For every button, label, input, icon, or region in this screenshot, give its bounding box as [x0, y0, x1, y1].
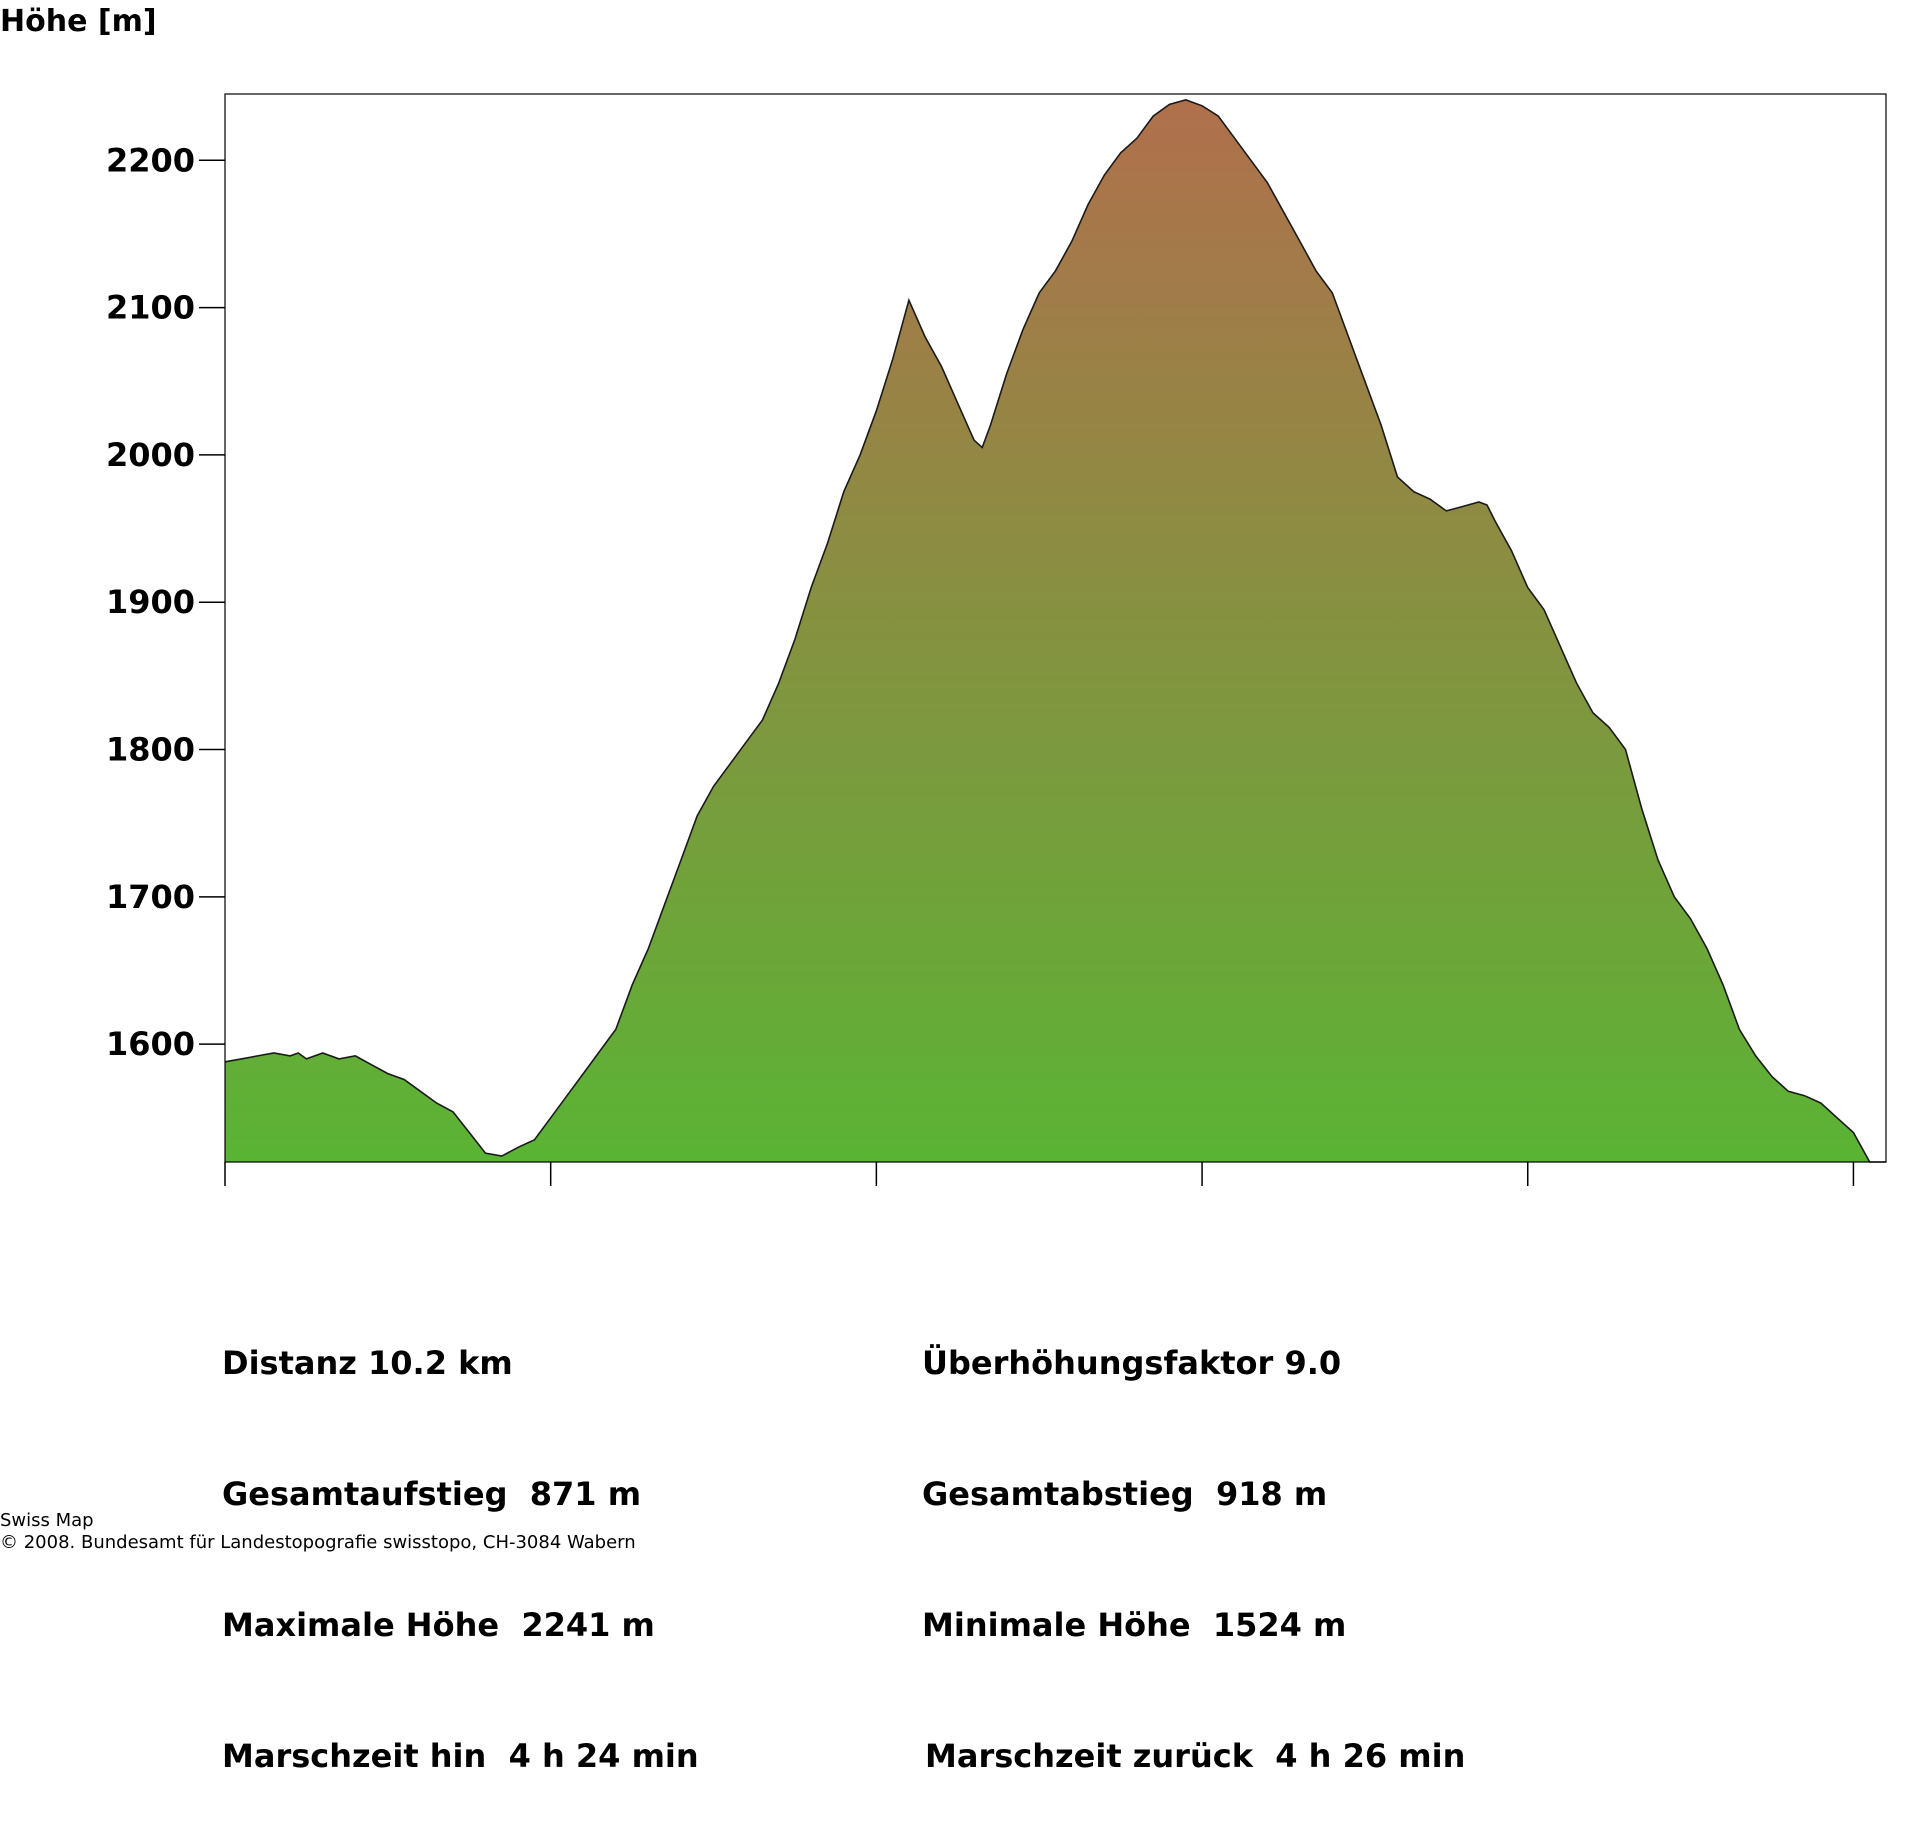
y-tick-label: 2200: [106, 141, 195, 179]
elevation-profile-chart: 16001700180019002000210022000246810Dista…: [106, 93, 1887, 1200]
y-tick-label: 2100: [106, 289, 195, 327]
x-tick-label: 8: [1517, 1194, 1539, 1200]
stat-total-descent: Gesamtabstieg 918 m: [922, 1475, 1328, 1513]
x-tick-label: 4: [865, 1194, 887, 1200]
elevation-area: [225, 99, 1886, 1162]
stat-distance: Distanz 10.2 km: [222, 1344, 513, 1382]
elevation-line: [224, 99, 1886, 1163]
stat-max-elevation: Maximale Höhe 2241 m: [222, 1606, 655, 1644]
y-axis-label: Höhe [m]: [0, 4, 157, 39]
stat-walk-time-out: Marschzeit hin 4 h 24 min: [222, 1737, 699, 1775]
plot-frame: [224, 93, 1887, 1163]
x-tick-label: 2: [540, 1194, 562, 1200]
y-tick-label: 1900: [106, 583, 195, 621]
y-tick-label: 2000: [106, 436, 195, 474]
stat-walk-time-back: Marschzeit zurück 4 h 26 min: [925, 1737, 1466, 1775]
x-tick-label: 6: [1191, 1194, 1213, 1200]
y-tick-label: 1700: [106, 878, 195, 916]
y-tick-label: 1600: [106, 1025, 195, 1063]
stat-exaggeration-factor: Überhöhungsfaktor 9.0: [922, 1344, 1342, 1382]
y-tick-label: 1800: [106, 731, 195, 769]
x-tick-label: 0: [214, 1194, 236, 1200]
stat-min-elevation: Minimale Höhe 1524 m: [922, 1606, 1347, 1644]
stat-total-ascent: Gesamtaufstieg 871 m: [222, 1475, 642, 1513]
x-tick-label: 10: [1831, 1194, 1876, 1200]
stats-right: Überhöhungsfaktor 9.0 Gesamtabstieg 918 …: [922, 1260, 1465, 1822]
footer-credits: Swiss Map © 2008. Bundesamt für Landesto…: [0, 1510, 636, 1554]
footer-copyright: © 2008. Bundesamt für Landestopografie s…: [0, 1532, 636, 1553]
footer-title: Swiss Map: [0, 1510, 94, 1531]
